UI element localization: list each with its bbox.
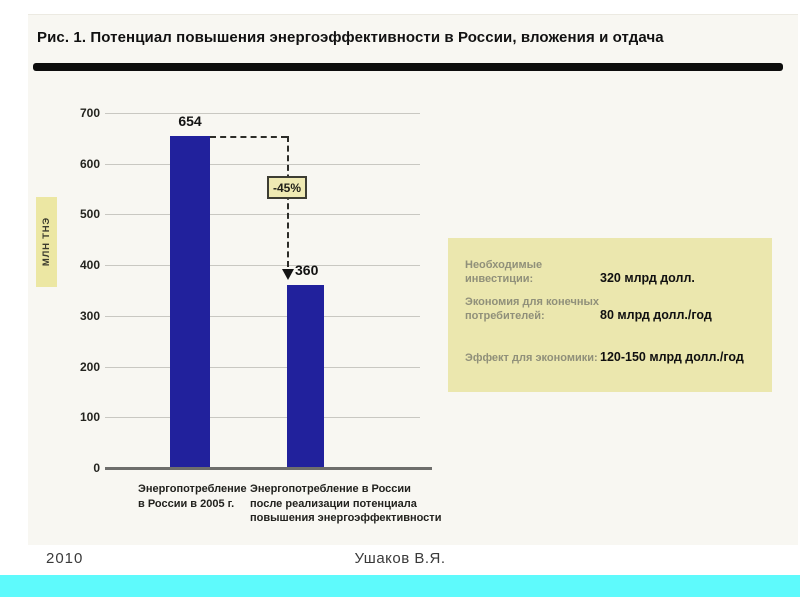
- y-tick-label: 100: [79, 410, 100, 425]
- info-label: Эффект для экономики:: [465, 352, 598, 364]
- info-row: Экономия для конечных потребителей: 80 мл…: [465, 295, 757, 323]
- y-tick-label: 500: [79, 207, 100, 222]
- decrease-dashed-line-vertical: [287, 136, 289, 268]
- x-axis-line: [105, 467, 432, 470]
- bar: [287, 285, 324, 467]
- grid-line: [105, 366, 420, 368]
- grid-line: [105, 315, 420, 317]
- y-tick-label: 700: [79, 106, 100, 120]
- title-rule: [33, 63, 783, 71]
- y-tick-label: 0: [93, 461, 100, 475]
- grid-line: [105, 113, 420, 114]
- y-tick-label: 200: [79, 359, 100, 374]
- grid-line: [105, 163, 420, 165]
- x-category-label: Энергопотребление в России после реализа…: [250, 483, 442, 524]
- info-value: 80 млрд долл./год: [600, 308, 712, 322]
- x-category-label: Энергопотребление в России в 2005 г.: [138, 483, 247, 510]
- footer-author: Ушаков В.Я.: [354, 550, 446, 567]
- info-label: Необходимые инвестиции:: [465, 259, 543, 285]
- info-value: 120-150 млрд долл./год: [600, 350, 744, 364]
- bottom-accent-bar: [0, 575, 800, 597]
- info-row: Эффект для экономики: 120-150 млрд долл./…: [465, 350, 757, 365]
- figure-title: Рис. 1. Потенциал повышения энергоэффект…: [37, 29, 664, 46]
- footer-year: 2010: [46, 550, 84, 567]
- decrease-badge: -45%: [267, 176, 307, 199]
- bar: [170, 136, 210, 467]
- y-tick-label: 400: [79, 258, 100, 273]
- bar-value-label: 360: [295, 262, 319, 279]
- y-tick-label: 600: [79, 156, 100, 171]
- info-box: Необходимые инвестиции: 320 млрд долл. Эко…: [448, 238, 772, 392]
- bar-value-label: 654: [178, 113, 202, 130]
- y-tick-label: 300: [79, 308, 100, 323]
- info-row: Необходимые инвестиции: 320 млрд долл.: [465, 258, 757, 286]
- y-axis-unit-label: млн тнэ: [41, 217, 52, 267]
- y-axis-unit-strip: млн тнэ: [36, 197, 57, 287]
- grid-line: [105, 417, 420, 419]
- decrease-dashed-line-horizontal: [210, 136, 287, 139]
- grid-line: [105, 214, 420, 216]
- grid-line: [105, 265, 420, 267]
- info-label: Экономия для конечных потребителей:: [465, 296, 600, 322]
- info-value: 320 млрд долл.: [600, 271, 695, 285]
- arrow-down-icon: [282, 269, 294, 281]
